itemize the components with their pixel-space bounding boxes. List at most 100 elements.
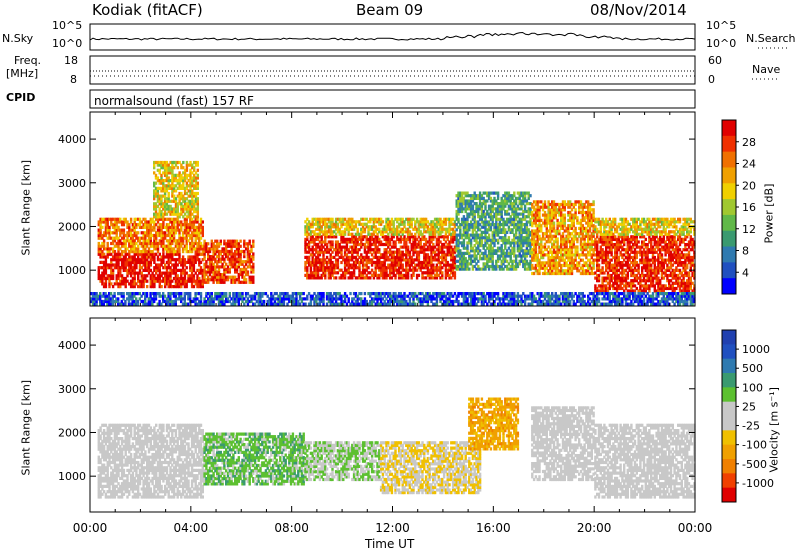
power-cell <box>397 253 401 257</box>
power-cell <box>531 258 534 262</box>
power-cell <box>471 217 475 221</box>
power-cell <box>394 230 397 234</box>
power-cell <box>169 204 172 208</box>
power-cell <box>451 227 455 231</box>
power-cell <box>504 230 507 234</box>
power-cell <box>201 225 204 229</box>
power-cell <box>531 248 534 252</box>
power-cell <box>484 230 487 234</box>
power-cell <box>450 258 453 262</box>
power-cell <box>484 225 487 229</box>
power-cell <box>549 218 552 222</box>
power-cell <box>119 266 122 270</box>
power-cell <box>167 163 170 167</box>
power-cell <box>325 268 329 272</box>
power-cell <box>505 254 509 258</box>
power-cell <box>193 184 196 188</box>
power-cell <box>363 250 367 254</box>
power-cell <box>104 263 108 267</box>
power-cell <box>531 240 534 244</box>
power-cell <box>248 239 251 243</box>
power-cell <box>99 260 102 264</box>
power-cell <box>169 166 172 170</box>
power-cell <box>135 282 138 286</box>
power-cell <box>569 218 572 222</box>
power-cell <box>401 227 404 231</box>
power-cell <box>153 274 156 278</box>
power-cell <box>457 267 460 271</box>
power-cell <box>518 202 521 206</box>
power-cell <box>432 242 435 247</box>
power-cell <box>154 194 158 198</box>
power-cell <box>464 267 467 271</box>
power-cell <box>124 263 127 267</box>
power-cell <box>133 266 136 270</box>
power-cell <box>588 226 592 230</box>
power-cell <box>376 273 379 277</box>
power-cell <box>156 258 160 262</box>
power-cell <box>378 240 381 244</box>
power-cell <box>372 237 376 241</box>
power-cell <box>162 212 165 216</box>
power-cell <box>351 276 354 280</box>
power-cell <box>378 217 381 221</box>
power-cell <box>234 280 237 284</box>
power-cell <box>324 240 327 244</box>
power-cell <box>523 262 527 266</box>
power-cell <box>489 199 493 203</box>
power-cell <box>372 250 376 254</box>
power-cell <box>504 191 507 195</box>
power-cell <box>196 252 199 256</box>
power-cell <box>106 217 109 221</box>
power-cell <box>142 263 145 267</box>
power-cell <box>128 266 131 270</box>
power-cell <box>239 252 242 256</box>
power-cell <box>397 217 401 221</box>
power-cell <box>495 212 498 216</box>
power-cell <box>372 260 376 265</box>
power-cell <box>250 280 253 284</box>
power-cell <box>244 273 248 277</box>
power-cell <box>306 230 309 234</box>
power-cell <box>511 267 514 271</box>
power-cell <box>430 237 433 241</box>
power-cell <box>587 208 590 212</box>
power-cell <box>365 260 368 265</box>
power-cell <box>493 241 496 245</box>
power-cell <box>403 253 406 257</box>
power-cell <box>160 279 163 283</box>
power-cell <box>349 222 352 226</box>
power-cell <box>502 194 505 198</box>
power-cell <box>101 236 104 240</box>
power-cell <box>106 252 109 256</box>
power-cell <box>153 204 156 208</box>
power-cell <box>228 257 231 261</box>
power-cell <box>482 215 485 219</box>
power-cell <box>192 225 196 229</box>
power-cell <box>183 282 187 286</box>
power-cell <box>365 268 368 272</box>
power-cell <box>361 242 365 247</box>
power-cell <box>304 225 307 229</box>
power-cell <box>167 252 170 256</box>
power-cell <box>307 225 311 229</box>
power-cell <box>518 207 521 211</box>
power-cell <box>196 250 199 254</box>
power-cell <box>531 271 534 276</box>
power-cell <box>181 279 185 283</box>
power-cell <box>560 253 563 257</box>
power-cell <box>162 194 165 198</box>
power-cell <box>149 250 152 254</box>
power-cell <box>124 217 127 221</box>
power-cell <box>423 245 426 249</box>
power-cell <box>596 289 599 293</box>
power-cell <box>153 282 156 286</box>
power-cell <box>396 258 399 262</box>
power-cell <box>518 223 521 227</box>
power-cell <box>414 222 417 226</box>
power-cell <box>455 194 458 198</box>
power-cell <box>401 273 404 277</box>
power-cell <box>388 242 392 247</box>
power-cell <box>135 225 138 229</box>
power-cell <box>194 258 197 262</box>
